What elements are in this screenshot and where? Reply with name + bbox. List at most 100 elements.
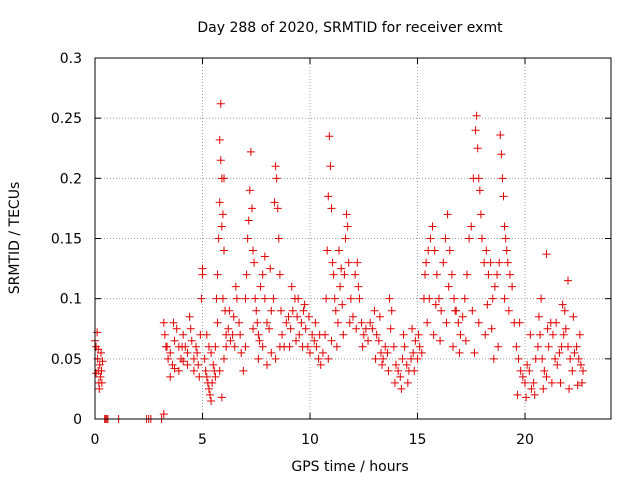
- data-point: [340, 270, 349, 279]
- data-point: [211, 342, 220, 351]
- y-tick-label: 0: [73, 412, 82, 428]
- data-point: [217, 222, 226, 231]
- data-point: [378, 360, 387, 369]
- data-point: [566, 354, 575, 363]
- data-point: [426, 234, 435, 243]
- data-point: [224, 324, 233, 333]
- data-point: [198, 270, 207, 279]
- data-point: [239, 366, 248, 375]
- data-point: [311, 318, 320, 327]
- y-tick-label: 0.3: [60, 51, 82, 67]
- data-point: [213, 318, 222, 327]
- x-tick-label: 5: [198, 432, 207, 448]
- data-point: [496, 131, 505, 140]
- data-point: [414, 330, 423, 339]
- y-tick-label: 0.1: [60, 292, 82, 308]
- data-point: [202, 372, 211, 381]
- data-point: [556, 378, 565, 387]
- data-point: [324, 192, 333, 201]
- x-axis-label: GPS time / hours: [291, 459, 408, 475]
- data-point: [243, 234, 252, 243]
- data-point: [242, 270, 251, 279]
- data-point: [328, 258, 337, 267]
- data-point: [164, 354, 173, 363]
- data-point: [467, 222, 476, 231]
- data-point: [359, 330, 368, 339]
- data-point: [215, 198, 224, 207]
- data-point: [436, 336, 445, 345]
- data-point: [559, 330, 568, 339]
- data-point: [429, 330, 438, 339]
- data-point: [321, 330, 330, 339]
- data-point: [195, 372, 204, 381]
- data-point: [170, 364, 179, 373]
- data-point: [573, 381, 582, 390]
- data-point: [326, 162, 335, 171]
- data-point: [308, 330, 317, 339]
- data-point: [352, 324, 361, 333]
- data-point: [370, 306, 379, 315]
- data-point: [220, 354, 228, 363]
- data-point: [560, 306, 569, 315]
- data-point: [193, 348, 202, 357]
- data-point: [501, 234, 510, 243]
- data-point: [216, 156, 225, 165]
- data-point: [346, 294, 355, 303]
- data-point: [476, 210, 485, 219]
- data-point: [534, 312, 543, 321]
- data-point: [349, 312, 357, 321]
- data-point: [323, 246, 332, 255]
- data-point: [329, 270, 338, 279]
- data-point: [336, 282, 345, 291]
- data-point: [445, 246, 454, 255]
- data-point: [397, 384, 406, 393]
- data-point: [456, 330, 465, 339]
- data-point: [408, 324, 417, 333]
- data-point: [275, 270, 284, 279]
- data-point: [241, 342, 250, 351]
- data-point: [569, 312, 578, 321]
- data-point: [292, 336, 301, 345]
- data-point: [381, 342, 390, 351]
- data-point: [375, 312, 384, 321]
- data-point: [372, 330, 381, 339]
- data-point: [170, 336, 179, 345]
- data-point: [505, 270, 514, 279]
- data-point: [579, 366, 588, 375]
- data-point: [553, 360, 562, 369]
- data-point: [447, 270, 456, 279]
- data-point: [387, 306, 396, 315]
- data-point: [474, 318, 483, 327]
- data-point: [344, 258, 353, 267]
- data-point: [273, 204, 282, 213]
- data-points: [91, 99, 588, 423]
- data-point: [472, 111, 481, 120]
- data-point: [544, 342, 553, 351]
- data-point: [265, 324, 274, 333]
- data-point: [516, 366, 525, 375]
- data-point: [179, 330, 188, 339]
- data-point: [384, 366, 393, 375]
- data-point: [357, 318, 366, 327]
- data-point: [186, 324, 195, 333]
- data-point: [474, 174, 483, 183]
- data-point: [409, 348, 418, 357]
- data-point: [220, 246, 228, 255]
- data-point: [451, 306, 460, 315]
- data-point: [432, 270, 441, 279]
- data-point: [260, 294, 269, 303]
- x-tick-label: 15: [409, 432, 427, 448]
- data-point: [439, 258, 448, 267]
- data-point: [514, 354, 523, 363]
- data-point: [558, 300, 567, 309]
- data-point: [533, 342, 542, 351]
- data-point: [225, 306, 234, 315]
- data-point: [166, 348, 175, 357]
- data-point: [512, 342, 521, 351]
- data-point: [209, 360, 218, 369]
- data-point: [228, 330, 237, 339]
- data-point: [470, 348, 479, 357]
- data-point: [515, 318, 524, 327]
- data-point: [276, 306, 285, 315]
- data-point: [327, 204, 336, 213]
